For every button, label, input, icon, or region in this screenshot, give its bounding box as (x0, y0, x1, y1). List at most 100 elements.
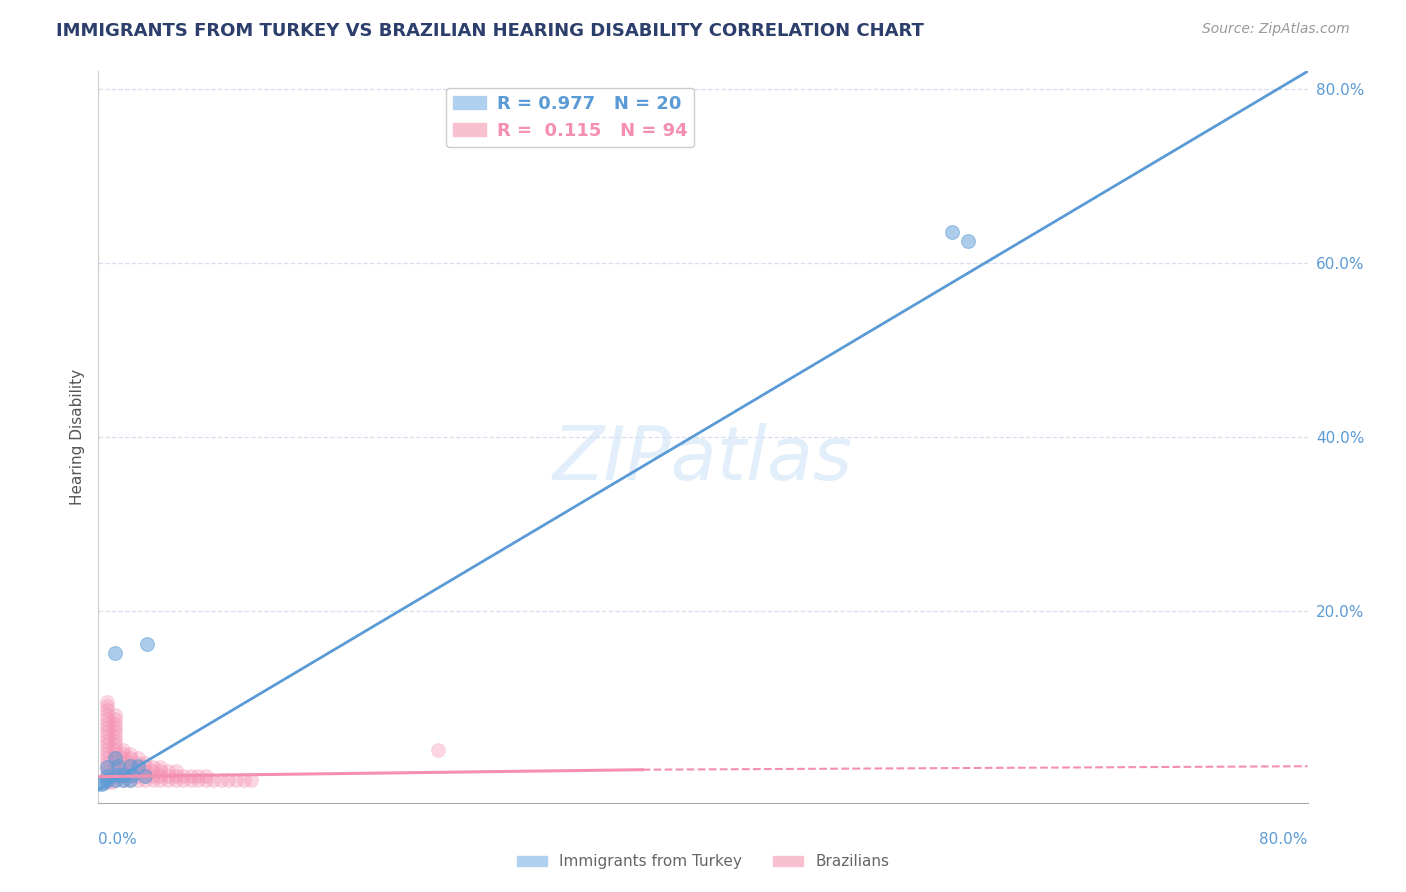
Point (120, 773, 142, 788)
Point (134, 756, 156, 770)
Point (156, 773, 179, 788)
Point (105, 768, 128, 782)
Legend: Immigrants from Turkey, Brazilians: Immigrants from Turkey, Brazilians (510, 848, 896, 875)
Point (120, 764, 142, 779)
Point (104, 760, 127, 774)
Point (202, 773, 225, 788)
Point (104, 751, 127, 765)
Point (134, 764, 156, 779)
Point (172, 769, 194, 783)
Point (111, 773, 134, 788)
Text: 0.0%: 0.0% (98, 832, 138, 847)
Point (194, 769, 217, 783)
Point (209, 773, 232, 788)
Point (120, 747, 142, 761)
Point (187, 773, 209, 788)
Point (104, 716, 127, 731)
Point (96, 773, 118, 788)
Point (96, 775, 118, 789)
Point (104, 646, 127, 660)
Point (96, 760, 118, 774)
Point (96, 716, 118, 731)
Point (104, 756, 127, 770)
Point (956, 234, 979, 248)
Point (149, 760, 172, 774)
Point (96, 747, 118, 761)
Point (156, 764, 179, 779)
Point (941, 226, 963, 240)
Point (120, 756, 142, 770)
Point (91, 776, 114, 790)
Point (121, 768, 143, 782)
Point (427, 742, 450, 756)
Y-axis label: Hearing Disability: Hearing Disability (69, 369, 84, 505)
Point (104, 734, 127, 748)
Point (96, 730, 118, 744)
Point (104, 751, 127, 765)
Point (96, 764, 118, 779)
Point (111, 756, 134, 770)
Point (96, 721, 118, 735)
Point (127, 760, 149, 774)
Point (165, 773, 187, 788)
Point (111, 747, 134, 761)
Point (217, 773, 239, 788)
Point (96, 769, 118, 783)
Point (104, 764, 127, 779)
Point (104, 721, 127, 735)
Point (96, 695, 118, 709)
Point (187, 769, 209, 783)
Text: 80.0%: 80.0% (1260, 832, 1308, 847)
Point (96, 756, 118, 770)
Point (134, 769, 156, 783)
Point (104, 747, 127, 761)
Point (104, 707, 127, 722)
Point (127, 769, 149, 783)
Legend: R = 0.977   N = 20, R =  0.115   N = 94: R = 0.977 N = 20, R = 0.115 N = 94 (446, 87, 695, 147)
Point (104, 742, 127, 756)
Point (111, 751, 134, 765)
Point (96, 773, 118, 788)
Point (104, 712, 127, 726)
Point (120, 751, 142, 765)
Point (135, 637, 157, 651)
Point (96, 760, 118, 774)
Point (225, 773, 247, 788)
Point (96, 712, 118, 726)
Point (111, 742, 134, 756)
Point (180, 769, 202, 783)
Point (111, 764, 134, 779)
Point (104, 773, 127, 788)
Point (232, 773, 254, 788)
Point (104, 725, 127, 739)
Point (111, 769, 134, 783)
Point (134, 773, 156, 788)
Point (96, 751, 118, 765)
Point (127, 756, 149, 770)
Point (96, 739, 118, 753)
Point (111, 760, 134, 774)
Point (96, 699, 118, 714)
Point (104, 739, 127, 753)
Point (127, 773, 149, 788)
Point (142, 769, 165, 783)
Point (120, 760, 142, 774)
Point (96, 707, 118, 722)
Text: ZIPatlas: ZIPatlas (553, 423, 853, 495)
Point (111, 768, 134, 782)
Point (194, 773, 217, 788)
Point (104, 773, 127, 788)
Point (96, 769, 118, 783)
Point (165, 769, 187, 783)
Point (142, 764, 165, 779)
Point (120, 759, 142, 773)
Point (127, 751, 149, 765)
Point (142, 773, 165, 788)
Point (149, 769, 172, 783)
Point (127, 759, 149, 773)
Point (96, 742, 118, 756)
Point (149, 773, 172, 788)
Point (104, 730, 127, 744)
Text: IMMIGRANTS FROM TURKEY VS BRAZILIAN HEARING DISABILITY CORRELATION CHART: IMMIGRANTS FROM TURKEY VS BRAZILIAN HEAR… (56, 22, 924, 40)
Point (142, 760, 165, 774)
